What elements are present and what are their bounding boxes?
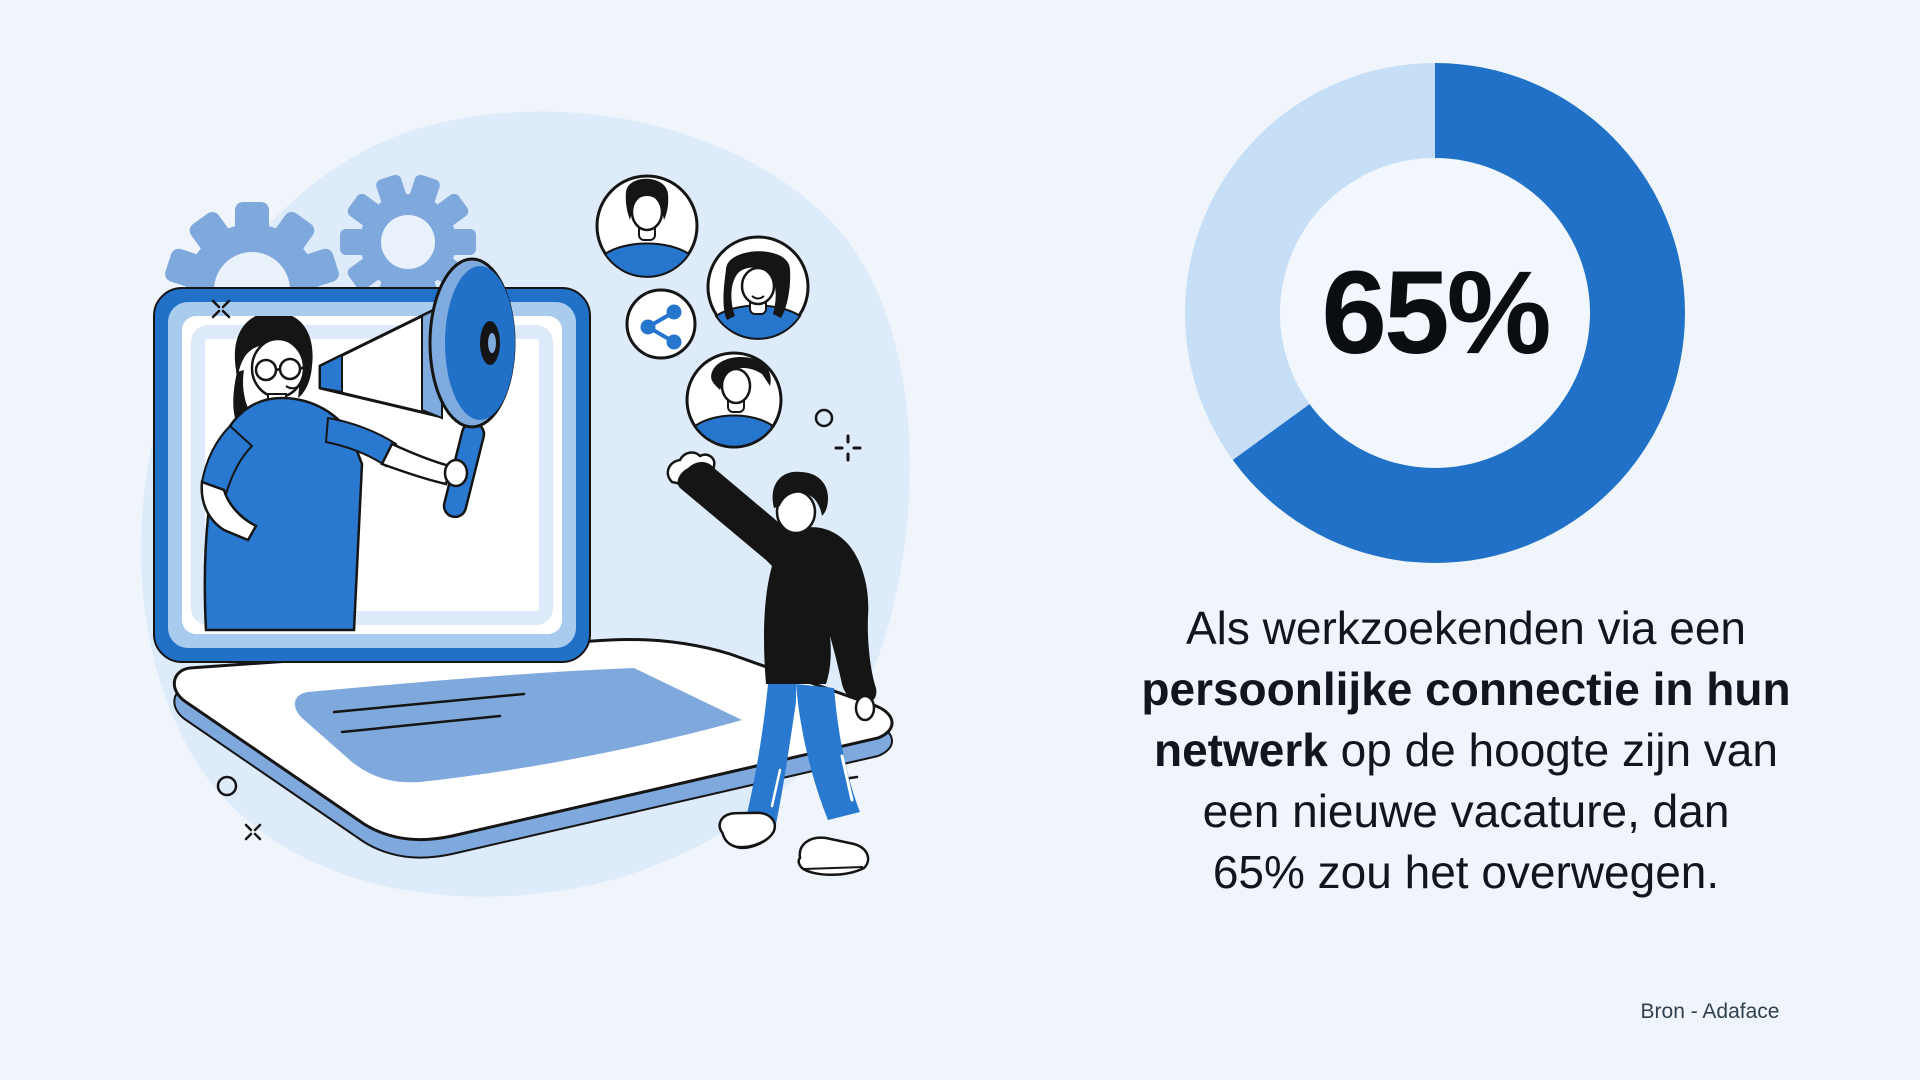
gear-icon	[340, 174, 476, 310]
avatar-man-2	[685, 351, 783, 449]
sweater	[677, 462, 877, 703]
dot-decoration	[814, 408, 834, 428]
pants-leg	[746, 684, 796, 824]
share-icon	[625, 288, 697, 360]
megaphone-icon	[318, 257, 516, 519]
glasses-icon	[254, 357, 307, 382]
avatar-woman	[706, 235, 810, 340]
avatar-man-1	[595, 174, 699, 278]
woman-presenter	[200, 316, 452, 632]
x-sparkle-icon	[244, 823, 262, 841]
plus-sparkle-icon	[834, 434, 862, 462]
donut-hole: 65%	[1280, 158, 1590, 468]
donut-chart: 65%	[1185, 63, 1685, 563]
caption-line: persoonlijke connectie in hun	[1141, 663, 1791, 715]
pants-leg	[796, 684, 860, 820]
caption-line: netwerk op de hoogte zijn van	[1154, 724, 1778, 776]
recruitment-announcement-illustration	[141, 111, 910, 897]
caption-line: 65% zou het overwegen.	[1212, 846, 1720, 898]
hand	[443, 458, 469, 488]
hair	[772, 471, 828, 516]
donut-center-label: 65%	[1321, 247, 1551, 379]
hair	[234, 316, 313, 398]
shoe	[797, 836, 870, 876]
x-sparkle-icon	[211, 299, 231, 319]
dot-decoration	[216, 775, 238, 797]
caption-line: Als werkzoekenden via een	[1186, 602, 1746, 654]
source-credit: Bron - Adaface	[1640, 1000, 1780, 1023]
hand	[854, 694, 876, 722]
caption: Als werkzoekenden via een persoonlijke c…	[1036, 598, 1896, 903]
shoe	[718, 811, 776, 850]
caption-line: een nieuwe vacature, dan	[1202, 785, 1730, 837]
laptop-base	[173, 638, 894, 859]
walking-man	[666, 451, 877, 876]
keyboard	[294, 668, 742, 783]
